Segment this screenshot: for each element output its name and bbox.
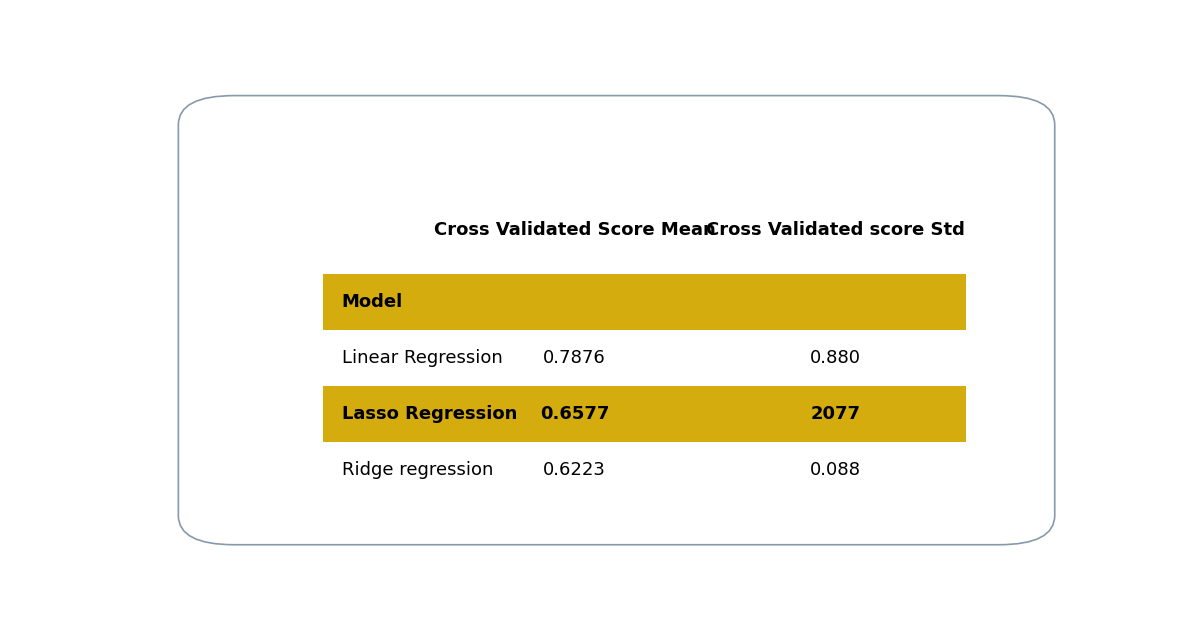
Text: 0.6577: 0.6577 [540,405,609,423]
FancyBboxPatch shape [178,96,1055,545]
Text: 0.880: 0.880 [810,349,861,367]
Text: Cross Validated Score Mean: Cross Validated Score Mean [434,221,716,239]
Text: 0.6223: 0.6223 [543,462,606,479]
Text: Model: Model [342,293,403,311]
Text: 2077: 2077 [811,405,860,423]
Bar [322,386,966,443]
Text: Linear Regression: Linear Regression [342,349,502,367]
Text: 0.7876: 0.7876 [544,349,606,367]
Text: Lasso Regression: Lasso Regression [342,405,517,423]
Text: 0.088: 0.088 [810,462,861,479]
Text: Ridge regression: Ridge regression [342,462,493,479]
Bar [322,274,966,330]
Text: Cross Validated score Std: Cross Validated score Std [706,221,965,239]
